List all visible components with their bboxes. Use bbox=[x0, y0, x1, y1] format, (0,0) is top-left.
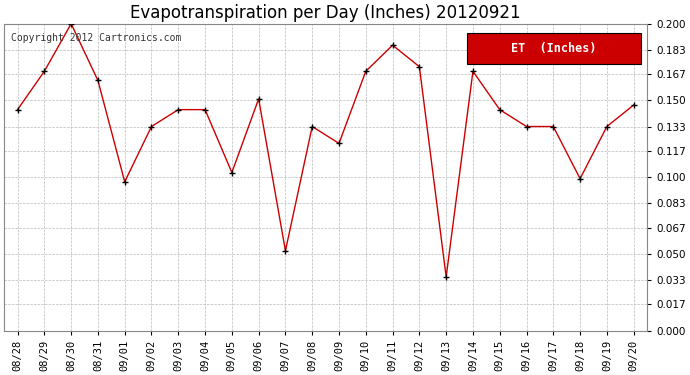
FancyBboxPatch shape bbox=[467, 33, 640, 64]
Text: ET  (Inches): ET (Inches) bbox=[511, 42, 597, 55]
Title: Evapotranspiration per Day (Inches) 20120921: Evapotranspiration per Day (Inches) 2012… bbox=[130, 4, 521, 22]
Text: Copyright 2012 Cartronics.com: Copyright 2012 Cartronics.com bbox=[10, 33, 181, 43]
